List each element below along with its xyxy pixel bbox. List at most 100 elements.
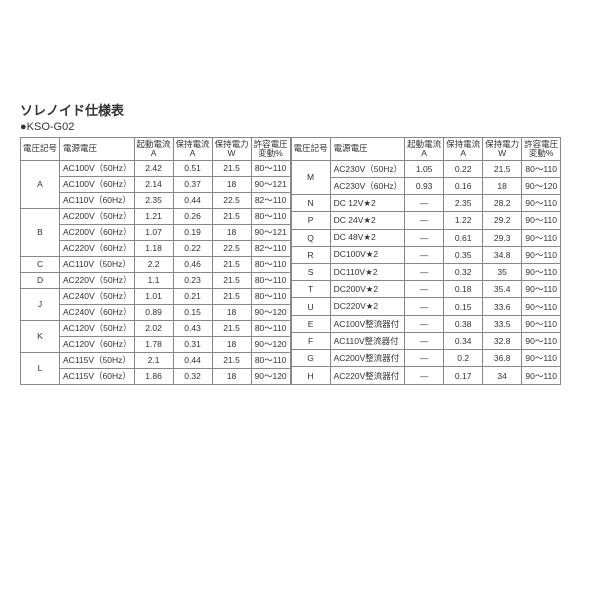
hold-current: 0.16 xyxy=(444,177,483,194)
tolerance: 90～110 xyxy=(522,195,561,212)
table-row: AC220V（60Hz）1.180.2222.582～110 xyxy=(21,240,291,256)
start-current: 2.14 xyxy=(134,176,173,192)
hold-current: 0.26 xyxy=(173,208,212,224)
power-voltage: DC200V★2 xyxy=(330,281,405,298)
voltage-code: J xyxy=(21,288,60,320)
table-row: PDC 24V★2—1.2229.290～110 xyxy=(291,212,561,229)
start-current: — xyxy=(405,315,444,332)
col-header: 電源電圧 xyxy=(330,138,405,161)
hold-power: 34.8 xyxy=(483,246,522,263)
start-current: 0.93 xyxy=(405,177,444,194)
hold-power: 18 xyxy=(212,224,251,240)
tolerance: 90～110 xyxy=(522,350,561,367)
power-voltage: AC115V（50Hz） xyxy=(60,352,135,368)
model-code: ●KSO-G02 xyxy=(20,121,580,133)
col-header: 保持電力W xyxy=(212,138,251,161)
hold-power: 22.5 xyxy=(212,192,251,208)
power-voltage: AC115V（60Hz） xyxy=(60,368,135,384)
tolerance: 80～110 xyxy=(251,288,290,304)
hold-current: 0.34 xyxy=(444,332,483,349)
tolerance: 90～121 xyxy=(251,224,290,240)
tolerance: 90～110 xyxy=(522,332,561,349)
hold-current: 0.23 xyxy=(173,272,212,288)
power-voltage: AC230V（50Hz） xyxy=(330,160,405,177)
hold-current: 0.19 xyxy=(173,224,212,240)
power-voltage: AC220V整流器付 xyxy=(330,367,405,384)
tolerance: 82～110 xyxy=(251,240,290,256)
hold-current: 0.35 xyxy=(444,246,483,263)
start-current: 1.05 xyxy=(405,160,444,177)
hold-current: 0.15 xyxy=(444,298,483,315)
power-voltage: AC200V（50Hz） xyxy=(60,208,135,224)
voltage-code: H xyxy=(291,367,330,384)
voltage-code: D xyxy=(21,272,60,288)
hold-power: 32.8 xyxy=(483,332,522,349)
table-row: AAC100V（50Hz）2.420.5121.580～110 xyxy=(21,160,291,176)
voltage-code: U xyxy=(291,298,330,315)
hold-power: 28.2 xyxy=(483,195,522,212)
start-current: — xyxy=(405,195,444,212)
spec-table-left: 電圧記号電源電圧起動電流A保持電流A保持電力W許容電圧変動% AAC100V（5… xyxy=(20,137,291,385)
hold-current: 0.44 xyxy=(173,352,212,368)
col-header: 許容電圧変動% xyxy=(251,138,290,161)
tolerance: 90～110 xyxy=(522,246,561,263)
power-voltage: AC240V（50Hz） xyxy=(60,288,135,304)
voltage-code: G xyxy=(291,350,330,367)
table-row: AC200V（60Hz）1.070.191890～121 xyxy=(21,224,291,240)
tolerance: 90～110 xyxy=(522,281,561,298)
start-current: — xyxy=(405,229,444,246)
power-voltage: AC220V（60Hz） xyxy=(60,240,135,256)
hold-current: 0.2 xyxy=(444,350,483,367)
hold-power: 21.5 xyxy=(212,208,251,224)
voltage-code: C xyxy=(21,256,60,272)
hold-power: 18 xyxy=(212,368,251,384)
voltage-code: E xyxy=(291,315,330,332)
power-voltage: DC 48V★2 xyxy=(330,229,405,246)
table-row: MAC230V（50Hz）1.050.2221.580～110 xyxy=(291,160,561,177)
table-row: CAC110V（50Hz）2.20.4621.580～110 xyxy=(21,256,291,272)
tolerance: 80～110 xyxy=(251,320,290,336)
tolerance: 80～110 xyxy=(251,256,290,272)
col-header: 起動電流A xyxy=(134,138,173,161)
tolerance: 90～120 xyxy=(251,304,290,320)
power-voltage: AC220V（50Hz） xyxy=(60,272,135,288)
tolerance: 90～110 xyxy=(522,229,561,246)
voltage-code: M xyxy=(291,160,330,194)
hold-current: 0.51 xyxy=(173,160,212,176)
tolerance: 82～110 xyxy=(251,192,290,208)
tolerance: 90～121 xyxy=(251,176,290,192)
hold-power: 18 xyxy=(212,336,251,352)
tolerance: 90～110 xyxy=(522,298,561,315)
col-header: 保持電流A xyxy=(444,138,483,161)
start-current: 1.1 xyxy=(134,272,173,288)
start-current: — xyxy=(405,367,444,384)
table-row: AC240V（60Hz）0.890.151890～120 xyxy=(21,304,291,320)
table-row: QDC 48V★2—0.6129.390～110 xyxy=(291,229,561,246)
tolerance: 90～120 xyxy=(251,368,290,384)
power-voltage: AC110V（50Hz） xyxy=(60,256,135,272)
hold-current: 0.17 xyxy=(444,367,483,384)
table-row: AC120V（60Hz）1.780.311890～120 xyxy=(21,336,291,352)
hold-power: 21.5 xyxy=(212,256,251,272)
tolerance: 90～120 xyxy=(251,336,290,352)
power-voltage: AC200V整流器付 xyxy=(330,350,405,367)
power-voltage: AC110V（60Hz） xyxy=(60,192,135,208)
hold-current: 0.31 xyxy=(173,336,212,352)
hold-current: 0.38 xyxy=(444,315,483,332)
power-voltage: AC100V（50Hz） xyxy=(60,160,135,176)
tolerance: 80～110 xyxy=(251,160,290,176)
start-current: — xyxy=(405,281,444,298)
hold-current: 0.46 xyxy=(173,256,212,272)
power-voltage: AC100V整流器付 xyxy=(330,315,405,332)
col-header: 保持電力W xyxy=(483,138,522,161)
start-current: 1.86 xyxy=(134,368,173,384)
start-current: — xyxy=(405,350,444,367)
hold-power: 21.5 xyxy=(212,288,251,304)
table-row: TDC200V★2—0.1835.490～110 xyxy=(291,281,561,298)
hold-power: 29.3 xyxy=(483,229,522,246)
power-voltage: AC120V（50Hz） xyxy=(60,320,135,336)
tolerance: 80～110 xyxy=(251,272,290,288)
hold-current: 0.22 xyxy=(444,160,483,177)
hold-power: 18 xyxy=(212,176,251,192)
tolerance: 80～110 xyxy=(251,352,290,368)
